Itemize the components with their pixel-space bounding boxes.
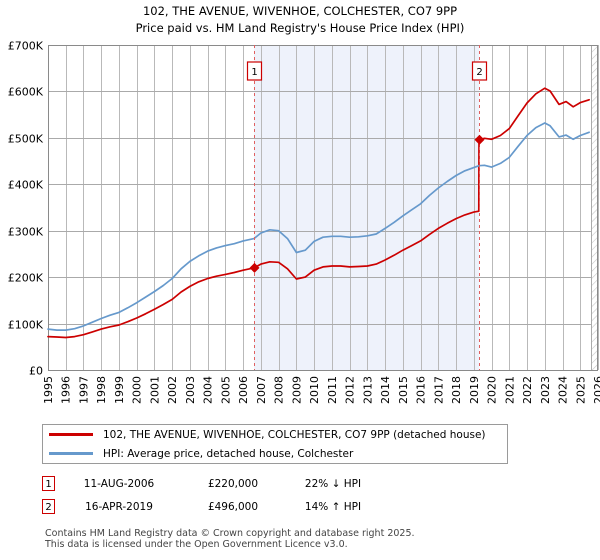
series-line-hpi	[47, 122, 590, 331]
x-axis-tick-label: 2018	[450, 376, 463, 404]
y-axis-tick-label: £600K	[8, 86, 44, 99]
x-axis-tick-label: 2007	[255, 376, 268, 404]
chart-canvas: £0 £100K £200K £300K £400K £500K £600K £700K 199…	[8, 40, 600, 405]
table-row[interactable]: 1 11-AUG-2006 £220,000 22% ↓ HPI	[42, 472, 462, 495]
x-axis-tick-label: 2015	[397, 376, 410, 404]
series-line-price-paid	[47, 87, 590, 339]
event-marker-box-2[interactable]	[471, 61, 488, 81]
x-axis-tick-label: 2004	[202, 376, 215, 404]
x-axis-tick-label: 2011	[326, 376, 339, 404]
x-axis-tick-label: 2024	[557, 376, 570, 404]
legend-label-price-paid: 102, THE AVENUE, WIVENHOE, COLCHESTER, C…	[103, 428, 486, 441]
y-axis-tick-label: £500K	[8, 133, 44, 146]
attribution-footer: Contains HM Land Registry data © Crown c…	[45, 528, 585, 550]
x-axis-tick-label: 2019	[468, 376, 481, 404]
chart-legend: 102, THE AVENUE, WIVENHOE, COLCHESTER, C…	[42, 424, 508, 464]
legend-swatch-hpi	[49, 452, 93, 455]
x-axis-tick-label: 2023	[539, 376, 552, 404]
marker-badge-1: 1	[42, 476, 55, 491]
x-axis-tick-label: 2006	[237, 376, 250, 404]
y-axis-tick-label: £0	[29, 365, 43, 378]
transaction-price-2: £496,000	[207, 500, 259, 513]
legend-item-price-paid: 102, THE AVENUE, WIVENHOE, COLCHESTER, C…	[43, 425, 507, 444]
x-axis-tick-label: 2001	[148, 376, 161, 404]
marker-badge-2: 2	[42, 499, 55, 514]
transaction-hpi-delta-1: 22% ↓ HPI	[304, 477, 362, 490]
x-axis-tick-label: 2013	[361, 376, 374, 404]
x-axis-tick-label: 2017	[432, 376, 445, 404]
x-axis-tick-label: 2021	[503, 376, 516, 404]
x-axis-tick-label: 1997	[77, 376, 90, 404]
x-axis-tick-label: 2005	[219, 376, 232, 404]
x-axis-tick-label: 1995	[42, 376, 55, 404]
transaction-date-1: 11-AUG-2006	[83, 477, 155, 490]
x-axis-tick-label: 1998	[95, 376, 108, 404]
title-line-1: 102, THE AVENUE, WIVENHOE, COLCHESTER, C…	[142, 4, 458, 18]
x-axis-tick-label: 2026	[592, 376, 600, 404]
page-title: 102, THE AVENUE, WIVENHOE, COLCHESTER, C…	[0, 3, 600, 37]
table-row[interactable]: 2 16-APR-2019 £496,000 14% ↑ HPI	[42, 495, 462, 518]
y-axis-tick-label: £100K	[8, 319, 44, 332]
price-history-chart: £0 £100K £200K £300K £400K £500K £600K £700K 199…	[8, 40, 600, 405]
y-axis-tick-label: £700K	[8, 40, 44, 53]
x-axis-tick-label: 2003	[184, 376, 197, 404]
x-axis-tick-label: 1999	[113, 376, 126, 404]
ownership-period-band	[253, 45, 479, 370]
event-marker-number-2: 2	[476, 67, 482, 78]
y-axis-tick-label: £300K	[8, 226, 44, 239]
sale-point-2[interactable]	[474, 134, 485, 145]
x-axis-tick-label: 2020	[486, 376, 499, 404]
x-axis-tick-label: 2022	[521, 376, 534, 404]
legend-item-hpi: HPI: Average price, detached house, Colc…	[43, 444, 507, 463]
x-axis-tick-label: 2009	[290, 376, 303, 404]
y-axis-tick-label: £400K	[8, 179, 44, 192]
projection-hatched-region	[590, 45, 598, 370]
x-axis-tick-label: 2012	[344, 376, 357, 404]
transaction-date-2: 16-APR-2019	[85, 500, 153, 513]
x-axis-tick-label: 2025	[574, 376, 587, 404]
x-axis-tick-label: 2010	[308, 376, 321, 404]
transactions-table: 1 11-AUG-2006 £220,000 22% ↓ HPI 2 16-AP…	[42, 472, 462, 518]
x-axis-tick-label: 2008	[273, 376, 286, 404]
transaction-price-1: £220,000	[207, 477, 259, 490]
legend-label-hpi: HPI: Average price, detached house, Colc…	[103, 447, 354, 460]
legend-swatch-price-paid	[49, 433, 93, 436]
footer-line-1: Contains HM Land Registry data © Crown c…	[45, 528, 415, 539]
transaction-hpi-delta-2: 14% ↑ HPI	[304, 500, 362, 513]
footer-line-2: This data is licensed under the Open Gov…	[45, 539, 348, 550]
x-axis-tick-label: 2016	[415, 376, 428, 404]
event-marker-number-1: 1	[251, 67, 257, 78]
sale-point-1[interactable]	[249, 262, 260, 273]
x-axis-tick-label: 2014	[379, 376, 392, 404]
title-line-2: Price paid vs. HM Land Registry's House …	[135, 21, 465, 35]
y-axis-tick-label: £200K	[8, 272, 44, 285]
x-axis-tick-label: 1996	[60, 376, 73, 404]
x-axis-tick-label: 2002	[166, 376, 179, 404]
x-axis-tick-label: 2000	[131, 376, 144, 404]
event-marker-box-1[interactable]	[246, 61, 263, 81]
